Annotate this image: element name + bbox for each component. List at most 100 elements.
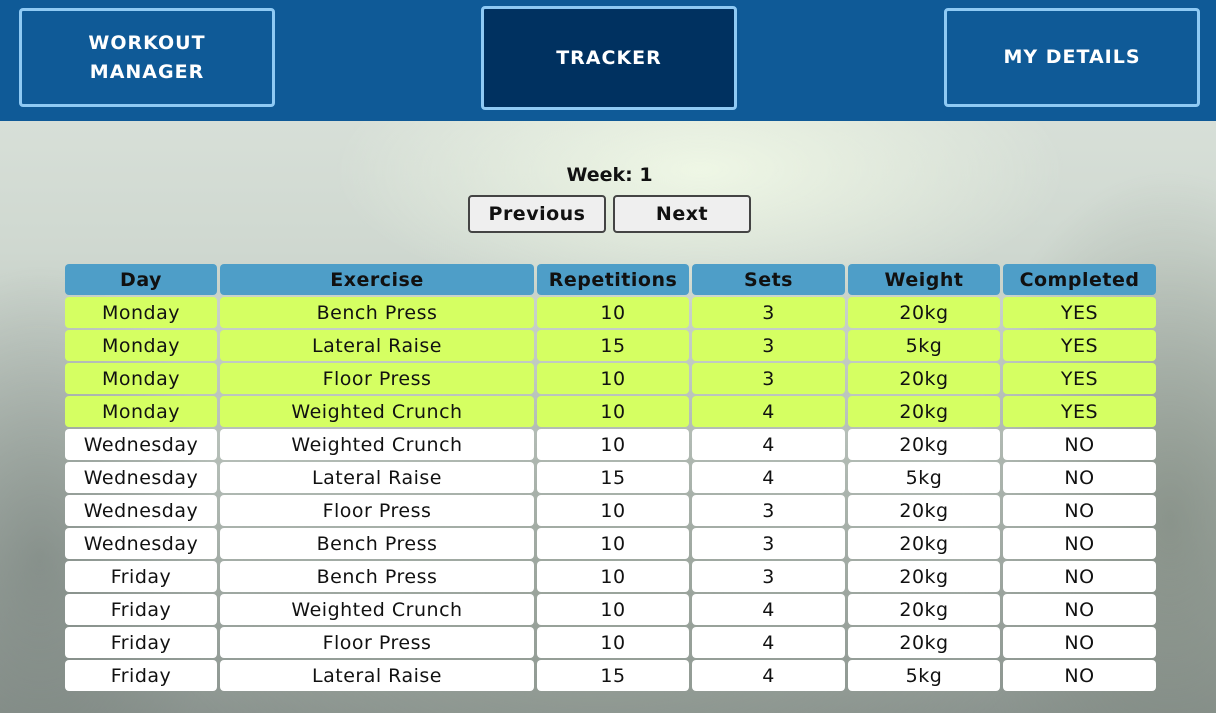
- cell-sets: 3: [692, 528, 845, 559]
- cell-weight: 5kg: [848, 330, 1000, 361]
- table-row: Friday Weighted Crunch 10 4 20kg NO: [65, 594, 1156, 627]
- cell-weight: 20kg: [848, 396, 1000, 427]
- cell-exercise: Floor Press: [220, 495, 534, 526]
- workout-table: Day Exercise Repetitions Sets Weight Com…: [65, 264, 1156, 693]
- cell-weight: 20kg: [848, 297, 1000, 328]
- cell-sets: 4: [692, 594, 845, 625]
- column-header-weight: Weight: [848, 264, 1000, 295]
- cell-completed: NO: [1003, 462, 1156, 493]
- cell-completed: NO: [1003, 594, 1156, 625]
- nav-my-details-button[interactable]: MY DETAILS: [944, 8, 1200, 107]
- cell-repetitions: 10: [537, 528, 689, 559]
- week-label: Week: 1: [566, 164, 653, 186]
- cell-exercise: Weighted Crunch: [220, 429, 534, 460]
- cell-completed: NO: [1003, 561, 1156, 592]
- cell-exercise: Floor Press: [220, 627, 534, 658]
- cell-completed: NO: [1003, 528, 1156, 559]
- cell-exercise: Lateral Raise: [220, 330, 534, 361]
- cell-completed: NO: [1003, 495, 1156, 526]
- nav-workout-manager-button[interactable]: WORKOUT MANAGER: [19, 8, 275, 107]
- cell-day: Wednesday: [65, 528, 217, 559]
- cell-completed: NO: [1003, 627, 1156, 658]
- cell-sets: 4: [692, 396, 845, 427]
- cell-sets: 3: [692, 330, 845, 361]
- column-header-completed: Completed: [1003, 264, 1156, 295]
- column-header-repetitions: Repetitions: [537, 264, 689, 295]
- cell-exercise: Bench Press: [220, 561, 534, 592]
- cell-repetitions: 10: [537, 594, 689, 625]
- table-row: Monday Weighted Crunch 10 4 20kg YES: [65, 396, 1156, 429]
- cell-day: Wednesday: [65, 462, 217, 493]
- cell-day: Monday: [65, 330, 217, 361]
- table-row: Friday Bench Press 10 3 20kg NO: [65, 561, 1156, 594]
- table-header-row: Day Exercise Repetitions Sets Weight Com…: [65, 264, 1156, 297]
- cell-exercise: Weighted Crunch: [220, 594, 534, 625]
- cell-repetitions: 10: [537, 495, 689, 526]
- cell-completed: NO: [1003, 660, 1156, 691]
- previous-week-button[interactable]: Previous: [468, 195, 606, 233]
- cell-weight: 5kg: [848, 462, 1000, 493]
- cell-repetitions: 15: [537, 330, 689, 361]
- table-row: Monday Lateral Raise 15 3 5kg YES: [65, 330, 1156, 363]
- cell-exercise: Lateral Raise: [220, 660, 534, 691]
- column-header-exercise: Exercise: [220, 264, 534, 295]
- cell-exercise: Bench Press: [220, 297, 534, 328]
- table-row: Wednesday Lateral Raise 15 4 5kg NO: [65, 462, 1156, 495]
- cell-sets: 4: [692, 660, 845, 691]
- cell-exercise: Weighted Crunch: [220, 396, 534, 427]
- cell-repetitions: 15: [537, 660, 689, 691]
- table-row: Friday Lateral Raise 15 4 5kg NO: [65, 660, 1156, 693]
- cell-sets: 3: [692, 297, 845, 328]
- cell-repetitions: 10: [537, 561, 689, 592]
- cell-day: Friday: [65, 627, 217, 658]
- cell-weight: 20kg: [848, 528, 1000, 559]
- nav-tracker-button[interactable]: TRACKER: [481, 6, 737, 110]
- cell-completed: YES: [1003, 363, 1156, 394]
- cell-day: Friday: [65, 561, 217, 592]
- table-body: Monday Bench Press 10 3 20kg YES Monday Lateral…: [65, 297, 1156, 693]
- cell-repetitions: 10: [537, 429, 689, 460]
- cell-exercise: Bench Press: [220, 528, 534, 559]
- table-row: Monday Bench Press 10 3 20kg YES: [65, 297, 1156, 330]
- cell-day: Monday: [65, 363, 217, 394]
- top-nav-bar: WORKOUT MANAGER TRACKER MY DETAILS: [0, 0, 1216, 121]
- cell-sets: 3: [692, 495, 845, 526]
- cell-completed: YES: [1003, 297, 1156, 328]
- cell-exercise: Floor Press: [220, 363, 534, 394]
- cell-weight: 20kg: [848, 495, 1000, 526]
- table-row: Friday Floor Press 10 4 20kg NO: [65, 627, 1156, 660]
- cell-sets: 4: [692, 429, 845, 460]
- cell-repetitions: 10: [537, 363, 689, 394]
- cell-repetitions: 10: [537, 396, 689, 427]
- cell-completed: NO: [1003, 429, 1156, 460]
- table-row: Wednesday Weighted Crunch 10 4 20kg NO: [65, 429, 1156, 462]
- cell-day: Friday: [65, 594, 217, 625]
- cell-day: Friday: [65, 660, 217, 691]
- cell-repetitions: 15: [537, 462, 689, 493]
- cell-weight: 5kg: [848, 660, 1000, 691]
- cell-sets: 4: [692, 462, 845, 493]
- cell-completed: YES: [1003, 396, 1156, 427]
- cell-completed: YES: [1003, 330, 1156, 361]
- cell-repetitions: 10: [537, 297, 689, 328]
- cell-sets: 3: [692, 363, 845, 394]
- cell-exercise: Lateral Raise: [220, 462, 534, 493]
- next-week-button[interactable]: Next: [613, 195, 751, 233]
- cell-weight: 20kg: [848, 561, 1000, 592]
- cell-sets: 3: [692, 561, 845, 592]
- table-row: Wednesday Floor Press 10 3 20kg NO: [65, 495, 1156, 528]
- cell-weight: 20kg: [848, 594, 1000, 625]
- cell-day: Wednesday: [65, 495, 217, 526]
- cell-day: Monday: [65, 396, 217, 427]
- table-row: Monday Floor Press 10 3 20kg YES: [65, 363, 1156, 396]
- table-row: Wednesday Bench Press 10 3 20kg NO: [65, 528, 1156, 561]
- cell-weight: 20kg: [848, 363, 1000, 394]
- cell-day: Wednesday: [65, 429, 217, 460]
- column-header-day: Day: [65, 264, 217, 295]
- column-header-sets: Sets: [692, 264, 845, 295]
- cell-weight: 20kg: [848, 627, 1000, 658]
- cell-day: Monday: [65, 297, 217, 328]
- cell-sets: 4: [692, 627, 845, 658]
- cell-weight: 20kg: [848, 429, 1000, 460]
- cell-repetitions: 10: [537, 627, 689, 658]
